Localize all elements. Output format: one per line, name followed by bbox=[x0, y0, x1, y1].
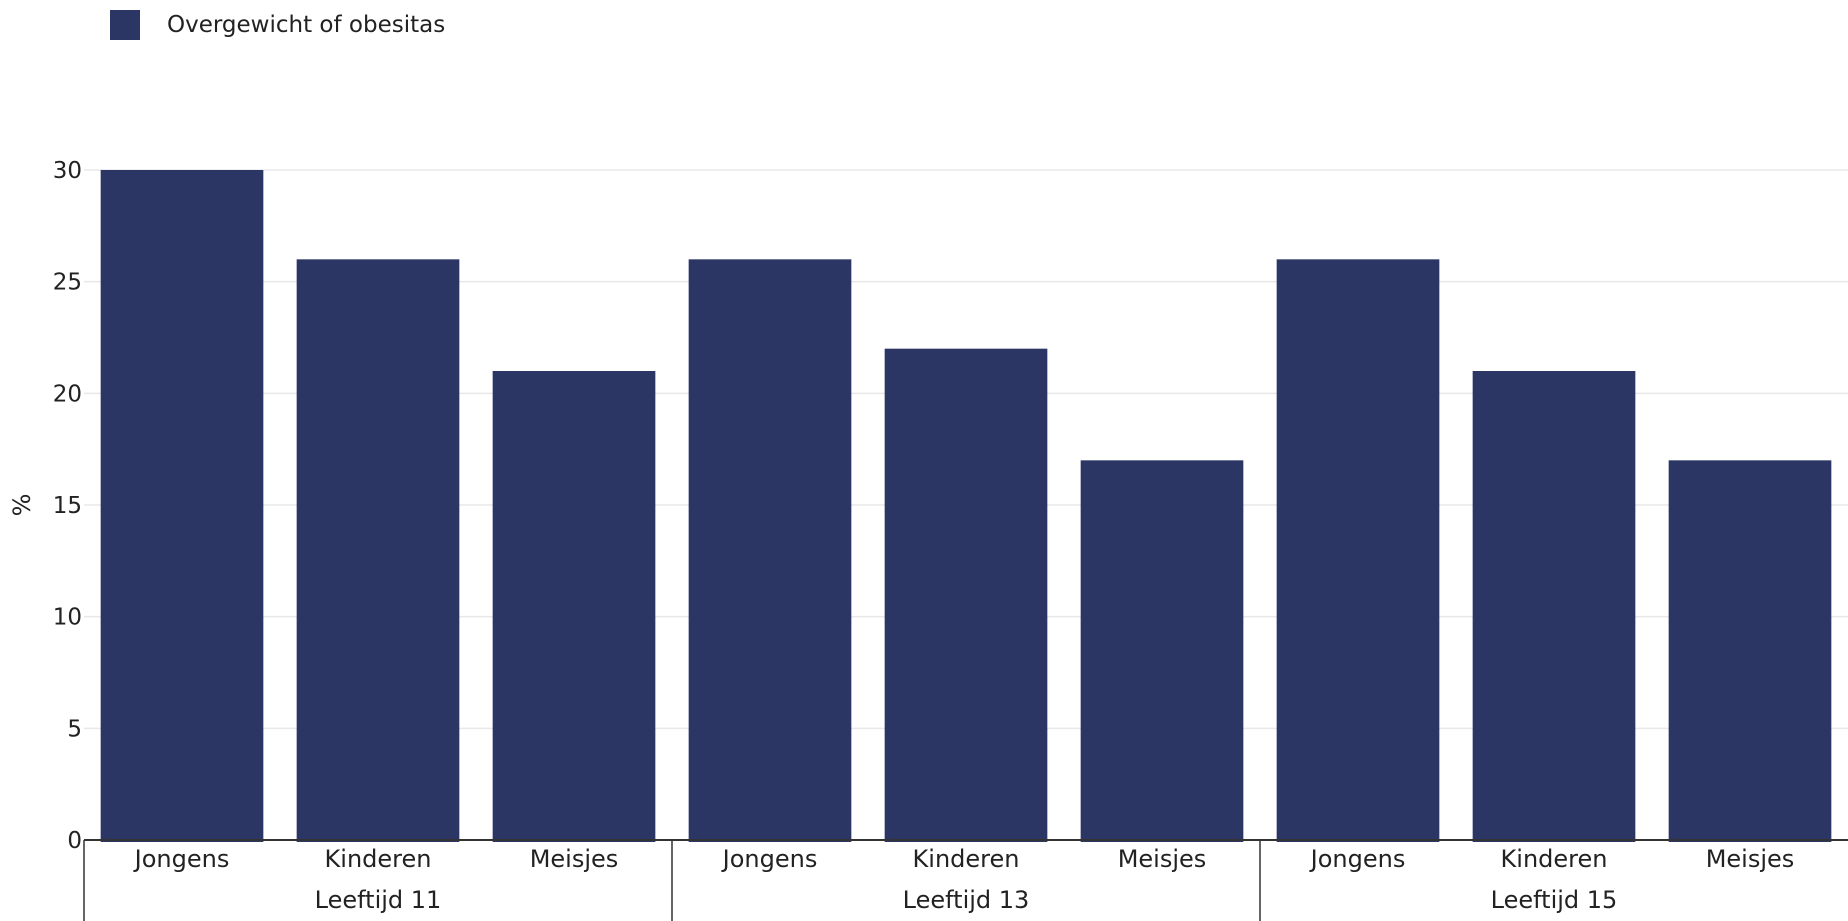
group-label: Leeftijd 15 bbox=[1491, 886, 1618, 914]
x-tick-label: Kinderen bbox=[325, 845, 432, 873]
bar bbox=[688, 259, 852, 842]
group-label: Leeftijd 13 bbox=[903, 886, 1030, 914]
x-tick-label: Meisjes bbox=[1118, 845, 1207, 873]
bar bbox=[1472, 371, 1636, 842]
chart-legend: Overgewicht of obesitas bbox=[110, 10, 445, 40]
y-tick-label: 15 bbox=[53, 493, 82, 519]
bar bbox=[884, 348, 1048, 842]
group-label: Leeftijd 11 bbox=[315, 886, 442, 914]
x-tick-label: Kinderen bbox=[913, 845, 1020, 873]
x-tick-label: Jongens bbox=[721, 845, 818, 873]
bar bbox=[1276, 259, 1440, 842]
y-tick-label: 30 bbox=[53, 158, 82, 184]
bar bbox=[1080, 460, 1244, 842]
y-tick-label: 0 bbox=[67, 828, 82, 854]
y-tick-label: 10 bbox=[53, 605, 82, 631]
x-tick-label: Meisjes bbox=[1706, 845, 1795, 873]
bar bbox=[100, 170, 264, 842]
y-axis-title: % bbox=[8, 494, 36, 517]
y-tick-label: 25 bbox=[53, 270, 82, 296]
x-tick-label: Jongens bbox=[1309, 845, 1406, 873]
y-tick-label: 20 bbox=[53, 381, 82, 407]
x-tick-label: Jongens bbox=[133, 845, 230, 873]
bar bbox=[296, 259, 460, 842]
legend-label: Overgewicht of obesitas bbox=[167, 12, 446, 38]
bar bbox=[492, 371, 656, 842]
x-tick-label: Kinderen bbox=[1501, 845, 1608, 873]
y-tick-label: 5 bbox=[67, 716, 82, 742]
x-tick-label: Meisjes bbox=[530, 845, 619, 873]
bar bbox=[1668, 460, 1832, 842]
legend-swatch bbox=[110, 10, 140, 40]
